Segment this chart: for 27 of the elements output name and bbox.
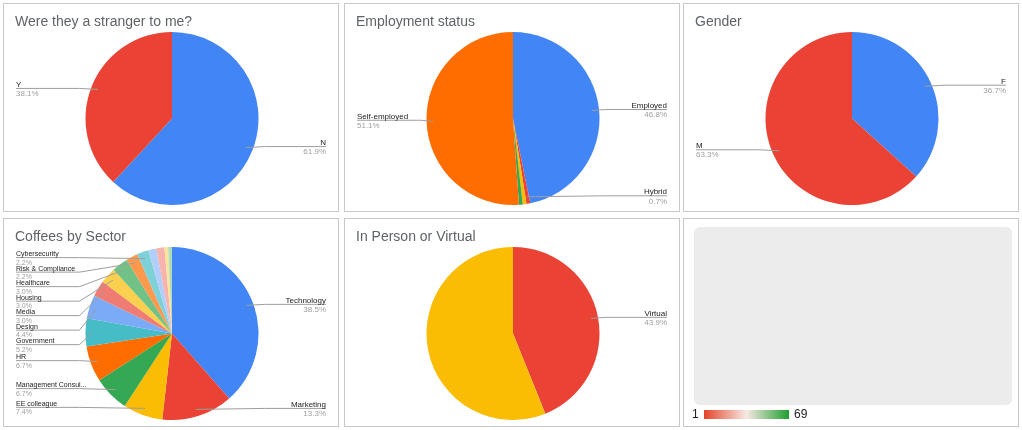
data-label: 46.8%	[644, 110, 667, 120]
data-label: 51.1%	[357, 120, 380, 130]
slice-label: Marketing	[290, 399, 326, 409]
text: 69	[794, 407, 808, 421]
chart-title: Were they a stranger to me?	[15, 13, 193, 29]
data-label: 0.7%	[648, 196, 667, 206]
data-label: 43.9%	[644, 318, 667, 328]
slice-label: Self-employed	[357, 111, 409, 121]
data-label: 61.9%	[303, 147, 326, 157]
slice-label: F	[1001, 76, 1007, 86]
slice-label: Virtual	[644, 308, 668, 318]
data-label: 63.3%	[696, 150, 719, 160]
data-label: 38.1%	[16, 89, 39, 99]
slice-label: N	[320, 138, 327, 148]
slice-label: M	[696, 141, 703, 151]
chart-title: Coffees by Sector	[15, 228, 127, 244]
slice-label: Employed	[631, 101, 667, 111]
data-label: 36.7%	[983, 85, 1006, 95]
data-label: 38.5%	[303, 305, 326, 315]
chart-title: In Person or Virtual	[356, 228, 476, 244]
chart-title: Gender	[695, 13, 742, 29]
data-label: 13.3%	[303, 409, 326, 419]
slice-label: Y	[16, 79, 22, 89]
chart-title: Employment status	[356, 13, 476, 29]
slice-label: Technology	[285, 295, 326, 305]
slice-label: Hybrid	[643, 187, 667, 197]
text: 1	[692, 407, 699, 421]
